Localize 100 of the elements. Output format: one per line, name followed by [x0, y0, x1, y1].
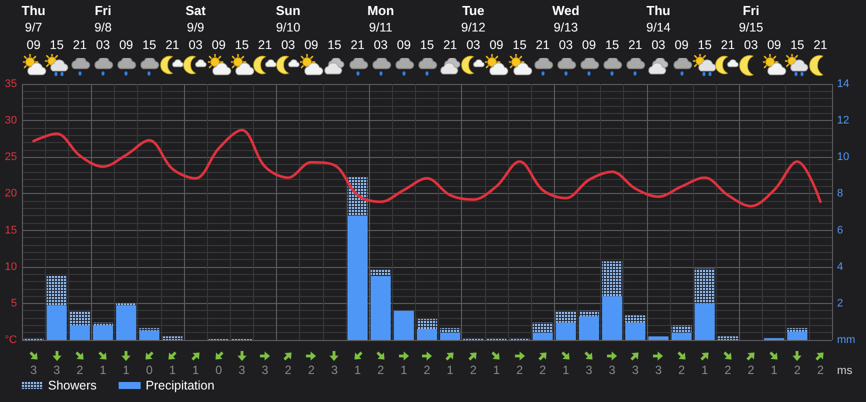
x-tick-label: 21	[536, 38, 550, 52]
x-tick-label: Thu 9/14 03	[646, 3, 671, 52]
bar	[92, 325, 114, 340]
data-label: 2	[377, 363, 384, 377]
x-tick-label: 09	[119, 38, 134, 52]
x-tick-label: Wed 9/13 03	[552, 3, 580, 52]
data-label: 2	[470, 363, 477, 377]
data-label: 2	[678, 363, 685, 377]
bar	[139, 330, 160, 340]
y-tick-label: 10	[4, 260, 17, 273]
data-label: 2	[817, 363, 824, 377]
x-tick-label: 21	[443, 38, 458, 52]
data-label: 1	[493, 363, 500, 377]
y-tick-label: 20	[4, 188, 17, 200]
data-label: 1	[192, 363, 199, 377]
data-label: 3	[586, 363, 592, 377]
legend-label: Precipitation	[146, 378, 214, 392]
data-label: 1	[100, 363, 106, 377]
bar	[556, 322, 576, 340]
y2-tick-label: 8	[837, 188, 844, 200]
data-label: 1	[446, 363, 454, 377]
x-tick-label: 15	[234, 38, 249, 52]
x-tick-label: 09	[212, 38, 226, 52]
y2-tick-label: 4	[837, 260, 844, 273]
y-tick-label: 5	[10, 297, 17, 310]
x-tick-label: 21	[628, 38, 642, 52]
y-tick-label: °C	[4, 334, 18, 346]
y-tick-label: 30	[4, 114, 17, 127]
x-tick-label: Fri 9/8 03	[94, 3, 112, 52]
data-label: 3	[238, 363, 246, 377]
x-tick-label: 21	[350, 38, 365, 52]
x-tick-label: 09	[674, 38, 689, 52]
data-label: 2	[748, 363, 754, 377]
y-tick-label: 35	[4, 78, 17, 90]
y2-tick-label: 10	[837, 151, 850, 164]
x-tick-label: 15	[420, 38, 434, 52]
data-label: 2	[516, 363, 523, 377]
y-tick-label: 15	[4, 224, 17, 236]
x-tick-label: 21	[72, 38, 87, 52]
data-label: 2	[724, 363, 732, 377]
data-label: 3	[30, 363, 37, 377]
data-label: 1	[562, 363, 570, 377]
x-tick-label: 09	[304, 38, 318, 52]
y2-tick-label: 2	[837, 297, 844, 310]
data-label: 0	[215, 363, 222, 377]
data-label: 1	[354, 363, 361, 377]
y2-tick-label: 14	[837, 78, 850, 90]
x-tick-label: 15	[327, 38, 342, 52]
x-tick-label: 15	[605, 38, 620, 52]
bar	[394, 310, 414, 340]
bar	[694, 303, 715, 340]
y2-tick-label: 12	[837, 114, 850, 127]
x-tick-label: 15	[142, 38, 156, 52]
x-tick-label: Sat 9/9 03	[185, 3, 206, 52]
data-label: 2	[284, 363, 292, 377]
x-tick-label: 15	[50, 38, 64, 52]
bar	[672, 332, 692, 340]
x-tick-label: Tue 9/12 03	[461, 3, 486, 52]
data-label: 1	[122, 363, 130, 377]
legend-label: Showers	[48, 378, 97, 392]
data-label: 3	[331, 363, 338, 377]
x-tick-label: 09	[396, 38, 411, 52]
bar	[648, 336, 668, 340]
bar	[625, 322, 646, 340]
x-tick-label: 15	[698, 38, 712, 52]
x-tick-label: 09	[582, 38, 596, 52]
data-label: 3	[53, 363, 60, 377]
x-tick-label: 21	[813, 38, 828, 52]
data-label: 1	[169, 363, 176, 377]
data-label: 2	[424, 363, 430, 377]
x-tick-label: Sun 9/10 03	[276, 3, 300, 52]
bar	[370, 276, 391, 340]
data-label: 3	[262, 363, 268, 377]
x-tick-label: 15	[790, 38, 804, 52]
x-tick-label: 21	[165, 38, 180, 52]
data-label: 3	[655, 363, 662, 377]
bar	[416, 329, 438, 340]
bar	[787, 332, 808, 340]
x-tick-label: Mon 9/11 03	[367, 3, 394, 52]
y-tick-label: 25	[4, 151, 17, 164]
bar	[348, 216, 368, 340]
x-tick-label: 09	[489, 38, 504, 52]
bar	[116, 305, 136, 340]
data-label: 3	[608, 363, 616, 377]
x-tick-label: 09	[767, 38, 782, 52]
data-label: 1	[701, 363, 708, 377]
data-label: 1	[770, 363, 778, 377]
x-tick-label: 15	[512, 38, 527, 52]
x-tick-label: Fri 9/15 03	[738, 3, 764, 52]
y2-tick-label: 6	[837, 224, 844, 236]
x-tick-label: 21	[720, 38, 735, 52]
bar	[602, 296, 622, 340]
line-series	[32, 128, 822, 208]
data-label: 0	[146, 363, 153, 377]
text: ms	[837, 364, 852, 378]
data-label: 1	[400, 363, 408, 377]
bar	[578, 316, 600, 340]
data-label: 2	[76, 363, 84, 377]
data-label: 2	[308, 363, 315, 377]
x-tick-label: 21	[258, 38, 272, 52]
